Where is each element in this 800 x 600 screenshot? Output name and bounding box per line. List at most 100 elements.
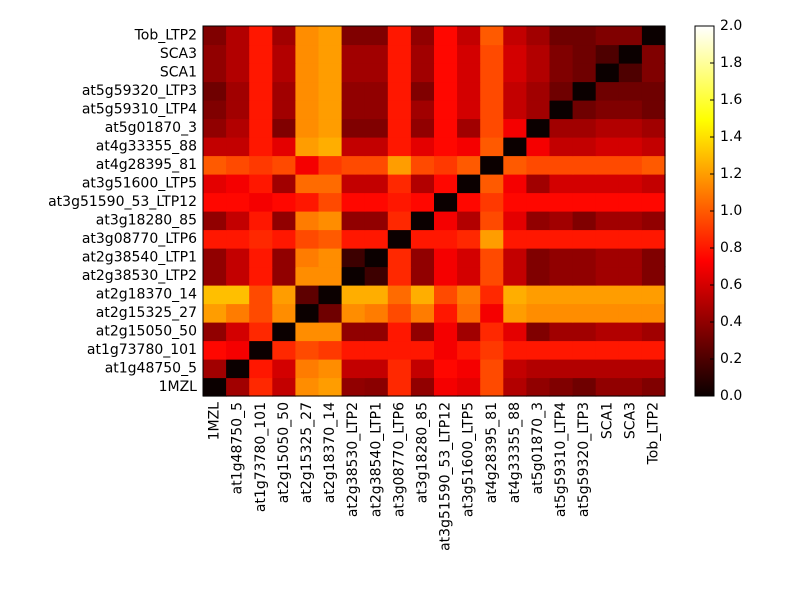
heatmap-cell — [595, 192, 620, 212]
heatmap-cell — [618, 100, 643, 120]
heatmap-cell — [203, 285, 227, 305]
heatmap-cell — [387, 340, 412, 360]
heatmap-cell — [318, 118, 343, 138]
heatmap-cell — [226, 229, 250, 249]
heatmap-cell — [203, 211, 227, 231]
heatmap-cell — [503, 359, 527, 379]
heatmap-cell — [641, 285, 666, 305]
heatmap-cell — [457, 266, 481, 286]
heatmap-cell — [434, 266, 458, 286]
heatmap-cell — [364, 63, 389, 83]
heatmap-cell — [249, 266, 273, 286]
colorbar-tick-label: 1.6 — [720, 92, 742, 108]
heatmap-cell — [526, 100, 551, 120]
heatmap-cell — [249, 192, 273, 212]
heatmap-cell — [595, 155, 620, 175]
heatmap-cell — [226, 155, 250, 175]
heatmap-cell — [203, 192, 227, 212]
heatmap-cell — [295, 266, 320, 286]
heatmap-cell — [295, 174, 320, 194]
heatmap-cell — [641, 266, 666, 286]
heatmap-cell — [295, 63, 320, 83]
heatmap-cell — [295, 100, 320, 120]
heatmap-cell — [595, 377, 620, 397]
heatmap-cell — [295, 81, 320, 101]
heatmap-cell — [226, 26, 250, 46]
heatmap-cell — [203, 377, 227, 397]
heatmap-cell — [434, 229, 458, 249]
heatmap-cell — [618, 118, 643, 138]
x-tick-label: at4g28395_81 — [484, 402, 500, 503]
heatmap-cell — [341, 359, 366, 379]
colorbar-tick-label: 1.2 — [720, 166, 742, 182]
heatmap-cell — [249, 26, 273, 46]
heatmap-cell — [641, 44, 666, 64]
heatmap-cell — [434, 359, 458, 379]
heatmap-cell — [503, 266, 527, 286]
heatmap-cell — [434, 340, 458, 360]
heatmap-cell — [364, 211, 389, 231]
heatmap-cell — [410, 100, 435, 120]
heatmap-cell — [318, 211, 343, 231]
heatmap-cell — [572, 211, 597, 231]
heatmap-cell — [572, 248, 597, 268]
heatmap-cell — [226, 118, 250, 138]
heatmap-cell — [641, 303, 666, 323]
heatmap-cell — [480, 44, 504, 64]
heatmap-cell — [410, 322, 435, 342]
heatmap-cell — [480, 174, 504, 194]
heatmap-cell — [318, 100, 343, 120]
heatmap-cell — [387, 100, 412, 120]
heatmap-cell — [480, 155, 504, 175]
heatmap-cell — [341, 303, 366, 323]
heatmap-cell — [318, 248, 343, 268]
heatmap-cell — [272, 340, 296, 360]
heatmap-cell — [434, 118, 458, 138]
heatmap-cell — [387, 63, 412, 83]
heatmap-cell — [618, 44, 643, 64]
heatmap-cell — [226, 248, 250, 268]
heatmap-cell — [526, 248, 551, 268]
heatmap-cell — [341, 63, 366, 83]
heatmap-cell — [318, 303, 343, 323]
heatmap-cell — [341, 100, 366, 120]
heatmap-cell — [595, 44, 620, 64]
heatmap-cell — [295, 192, 320, 212]
heatmap-cell — [480, 322, 504, 342]
heatmap-cell — [480, 81, 504, 101]
heatmap-cell — [572, 26, 597, 46]
heatmap-cell — [595, 26, 620, 46]
heatmap-cell — [226, 137, 250, 157]
heatmap-cell — [318, 192, 343, 212]
heatmap-cell — [480, 377, 504, 397]
heatmap-cell — [457, 229, 481, 249]
heatmap-cell — [595, 322, 620, 342]
heatmap-cell — [549, 81, 574, 101]
colorbar-tick-label: 1.8 — [720, 55, 742, 71]
x-tick-label: SCA1 — [599, 402, 615, 439]
heatmap-cell — [503, 63, 527, 83]
heatmap-cell — [272, 285, 296, 305]
heatmap-cell — [341, 192, 366, 212]
heatmap-cell — [595, 137, 620, 157]
heatmap-cell — [410, 26, 435, 46]
heatmap-cell — [295, 229, 320, 249]
heatmap-cell — [203, 81, 227, 101]
heatmap-cell — [595, 359, 620, 379]
heatmap-cell — [549, 26, 574, 46]
heatmap-cell — [434, 26, 458, 46]
heatmap-cell — [549, 155, 574, 175]
heatmap-cell — [641, 81, 666, 101]
heatmap-cell — [272, 303, 296, 323]
heatmap-cell — [503, 26, 527, 46]
heatmap-cell — [526, 118, 551, 138]
heatmap-cell — [318, 174, 343, 194]
heatmap-cell — [387, 266, 412, 286]
heatmap-cell — [572, 174, 597, 194]
heatmap-cell — [641, 174, 666, 194]
x-tick-label: at2g38540_LTP1 — [368, 402, 384, 517]
heatmap-cell — [641, 248, 666, 268]
heatmap-cell — [318, 155, 343, 175]
heatmap-cell — [318, 340, 343, 360]
heatmap-cell — [341, 26, 366, 46]
